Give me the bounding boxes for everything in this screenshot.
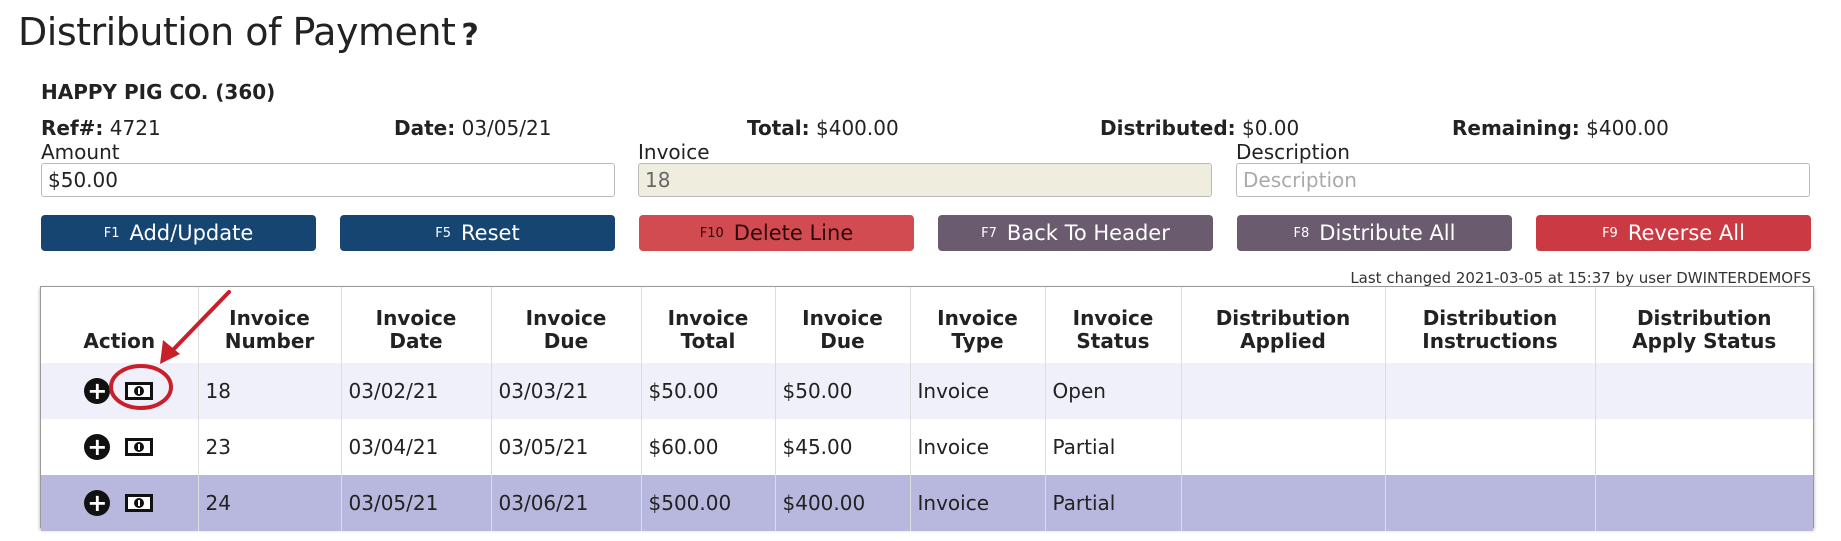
distribution-apply-status-cell [1594,475,1813,531]
invoice-date-cell: 03/04/21 [340,419,491,475]
invoice-due-cell: $50.00 [774,363,910,419]
invoice-number-cell: 24 [197,475,341,531]
col-invoice-due-date[interactable]: Invoice Due [490,287,641,363]
back-to-header-button[interactable]: F7 Back To Header [938,215,1213,251]
table-row[interactable]: + 23 03/04/21 03/05/21 $60.00 $45.00 Inv… [41,419,1813,475]
last-changed-info: Last changed 2021-03-05 at 15:37 by user… [1350,269,1811,287]
distribute-all-button[interactable]: F8 Distribute All [1237,215,1512,251]
action-cell: + [41,475,198,531]
invoice-date-cell: 03/05/21 [340,475,491,531]
invoice-grid: Action Invoice Number Invoice Date Invoice… [40,286,1814,531]
invoice-status-cell: Partial [1044,419,1181,475]
plus-circle-icon[interactable]: + [84,434,111,460]
date-summary: Date: 03/05/21 [394,116,552,140]
invoice-total-cell: $500.00 [640,475,775,531]
distribution-apply-status-cell [1594,419,1813,475]
distribution-applied-cell [1180,475,1385,531]
invoice-type-cell: Invoice [909,475,1045,531]
money-bill-icon[interactable] [124,493,154,513]
invoice-status-cell: Partial [1044,475,1181,531]
invoice-input[interactable] [638,163,1212,197]
distribution-instructions-cell [1384,363,1595,419]
col-invoice-due[interactable]: Invoice Due [774,287,910,363]
invoice-type-cell: Invoice [909,419,1045,475]
ref-summary: Ref#: 4721 [41,116,161,140]
invoice-total-cell: $60.00 [640,419,775,475]
plus-circle-icon[interactable]: + [84,378,111,404]
col-distribution-applied[interactable]: Distribution Applied [1180,287,1385,363]
col-invoice-total[interactable]: Invoice Total [640,287,775,363]
plus-circle-icon[interactable]: + [84,490,111,516]
amount-input[interactable] [41,163,615,197]
invoice-label: Invoice [638,140,710,164]
total-summary: Total: $400.00 [747,116,899,140]
invoice-due-cell: $45.00 [774,419,910,475]
amount-label: Amount [41,140,120,164]
invoice-type-cell: Invoice [909,363,1045,419]
invoice-status-cell: Open [1044,363,1181,419]
action-cell: + [41,419,198,475]
invoice-due-date-cell: 03/06/21 [490,475,641,531]
reverse-all-button[interactable]: F9 Reverse All [1536,215,1811,251]
invoice-date-cell: 03/02/21 [340,363,491,419]
col-distribution-apply-status[interactable]: Distribution Apply Status [1594,287,1813,363]
invoice-due-cell: $400.00 [774,475,910,531]
add-update-button[interactable]: F1 Add/Update [41,215,316,251]
distribution-instructions-cell [1384,419,1595,475]
description-input[interactable] [1236,163,1810,197]
table-row[interactable]: + 18 03/02/21 03/03/21 $50.00 $50.00 Inv… [41,363,1813,419]
distributed-summary: Distributed: $0.00 [1100,116,1300,140]
invoice-number-cell: 23 [197,419,341,475]
page-title: Distribution of Payment? [18,10,479,54]
col-distribution-instructions[interactable]: Distribution Instructions [1384,287,1595,363]
customer-name: HAPPY PIG CO. (360) [41,80,276,104]
col-invoice-number[interactable]: Invoice Number [197,287,341,363]
distribution-apply-status-cell [1594,363,1813,419]
invoice-number-cell: 18 [197,363,341,419]
col-invoice-status[interactable]: Invoice Status [1044,287,1181,363]
remaining-summary: Remaining: $400.00 [1452,116,1669,140]
grid-header-row: Action Invoice Number Invoice Date Invoice… [41,287,1813,363]
help-icon[interactable]: ? [461,18,479,53]
distribution-applied-cell [1180,363,1385,419]
invoice-due-date-cell: 03/03/21 [490,363,641,419]
distribution-instructions-cell [1384,475,1595,531]
invoice-total-cell: $50.00 [640,363,775,419]
col-invoice-type[interactable]: Invoice Type [909,287,1045,363]
money-bill-icon[interactable] [124,381,154,401]
reset-button[interactable]: F5 Reset [340,215,615,251]
money-bill-icon[interactable] [124,437,154,457]
invoice-due-date-cell: 03/05/21 [490,419,641,475]
col-invoice-date[interactable]: Invoice Date [340,287,491,363]
distribution-applied-cell [1180,419,1385,475]
col-action[interactable]: Action [41,287,198,363]
delete-line-button[interactable]: F10 Delete Line [639,215,914,251]
description-label: Description [1236,140,1350,164]
action-cell: + [41,363,198,419]
table-row[interactable]: + 24 03/05/21 03/06/21 $500.00 $400.00 I… [41,475,1813,531]
